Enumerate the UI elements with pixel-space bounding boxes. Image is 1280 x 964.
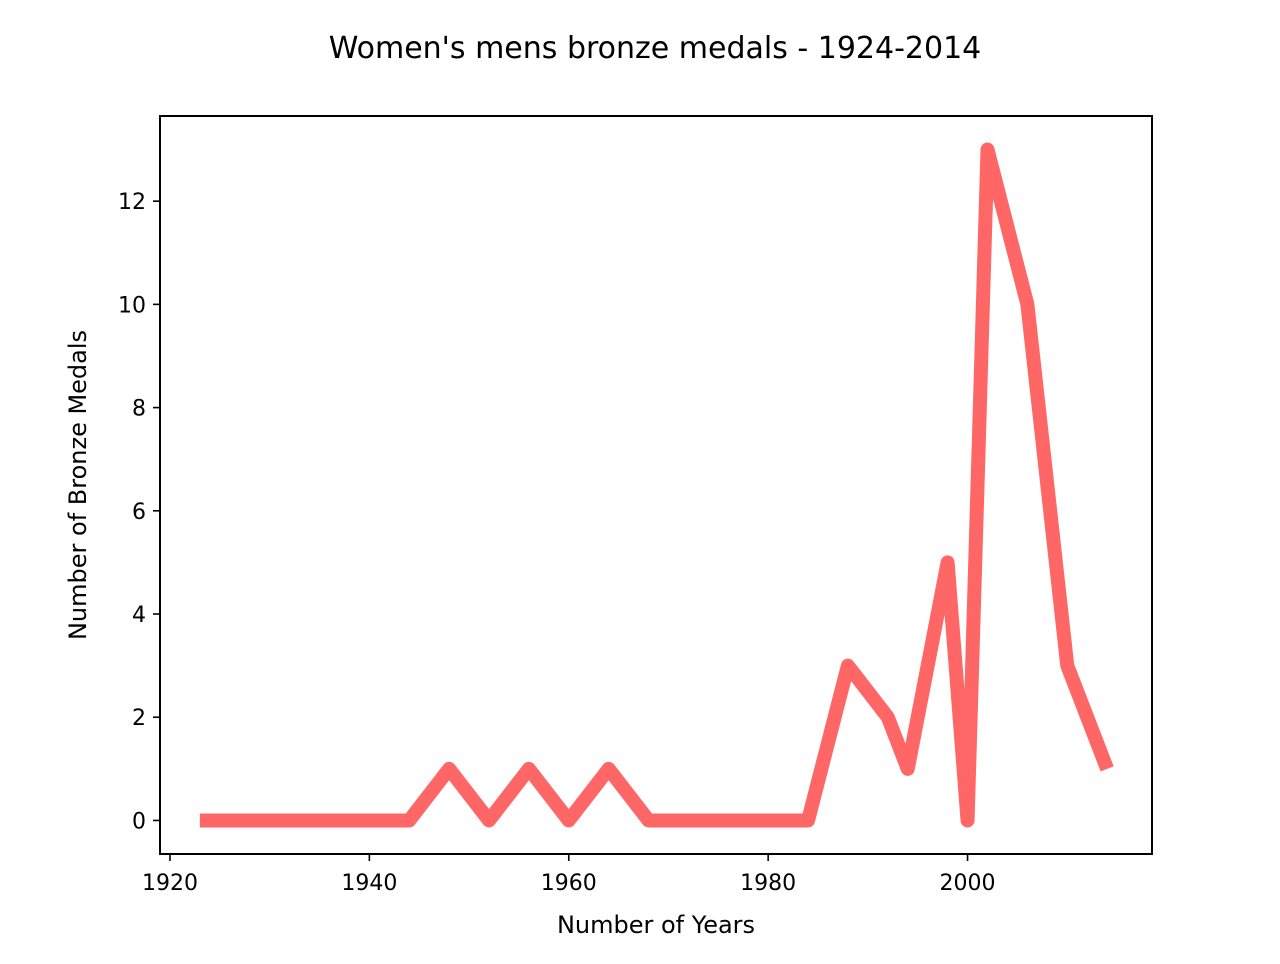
x-tick-label: 1960: [541, 871, 597, 896]
x-axis-ticks: 1920 1940 1960 1980 2000: [142, 854, 996, 896]
x-tick-label: 1920: [142, 871, 198, 896]
y-tick-label: 8: [132, 397, 146, 422]
y-tick-label: 4: [132, 603, 146, 628]
plot-area: [159, 115, 1153, 855]
series-line-0: [199, 142, 1114, 828]
x-tick-label: 1940: [341, 871, 397, 896]
x-axis-label: Number of Years: [557, 911, 755, 939]
x-tick-label: 1980: [740, 871, 796, 896]
y-tick-label: 12: [118, 190, 146, 215]
y-axis-ticks: 0 2 4 6 8 10 12: [118, 190, 160, 834]
y-tick-label: 2: [132, 706, 146, 731]
chart-title: Women's mens bronze medals - 1924-2014: [329, 31, 982, 66]
y-tick-label: 0: [132, 809, 146, 834]
y-tick-label: 6: [132, 500, 146, 525]
axes-frame: [159, 115, 1153, 855]
x-tick-label: 2000: [940, 871, 996, 896]
y-axis-label: Number of Bronze Medals: [64, 330, 92, 640]
y-tick-label: 10: [118, 293, 146, 318]
